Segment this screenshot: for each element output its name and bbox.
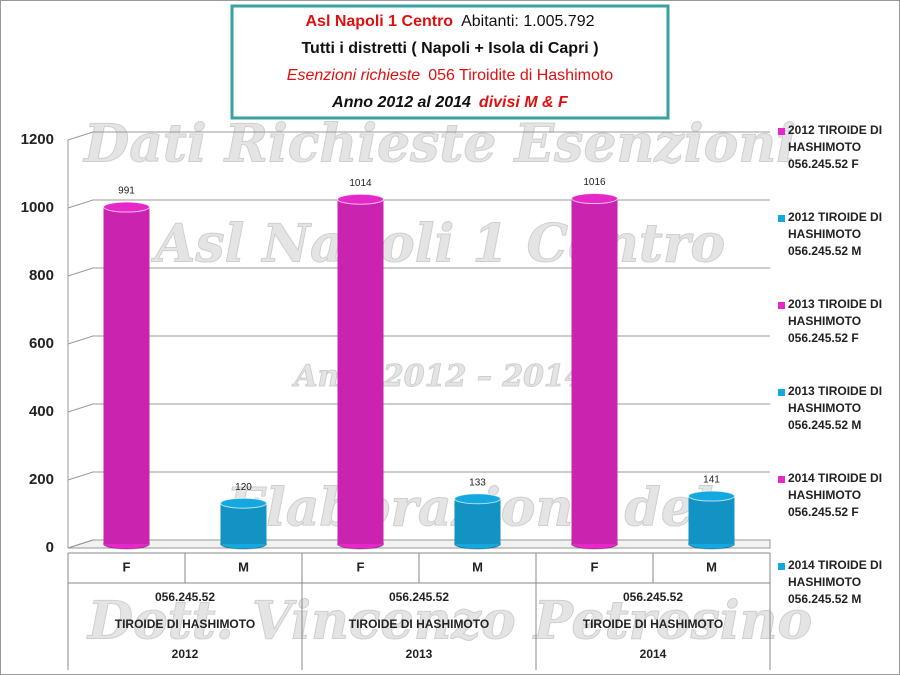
- grid-line: [67, 199, 770, 209]
- title-part: Asl Napoli 1 Centro: [305, 13, 453, 30]
- group-label: 2012: [172, 647, 199, 661]
- legend-entry: 2014 TIROIDE DI HASHIMOTO 056.245.52 F: [788, 471, 883, 519]
- legend-label: 2012 TIROIDE DI HASHIMOTO 056.245.52 F: [788, 123, 883, 171]
- watermark: Dati Richieste Esenzioni: [82, 114, 796, 175]
- bar: [220, 497, 267, 550]
- grid-line: [67, 403, 770, 413]
- data-label: 141: [703, 475, 720, 486]
- legend-entry: 2012 TIROIDE DI HASHIMOTO 056.245.52 F: [788, 123, 883, 171]
- legend-swatch: [778, 128, 785, 135]
- legend-label: 2013 TIROIDE DI HASHIMOTO 056.245.52 M: [788, 384, 883, 432]
- bar-top: [337, 193, 384, 205]
- grid-line: [67, 335, 770, 345]
- title-part: 056 Tiroidite di Hashimoto: [428, 67, 613, 84]
- legend-swatch: [778, 476, 785, 483]
- group-label: 2013: [406, 647, 433, 661]
- title-line: Asl Napoli 1 Centro Abitanti: 1.005.792: [305, 13, 594, 30]
- group-label: TIROIDE DI HASHIMOTO: [583, 617, 723, 631]
- bar-top: [688, 490, 735, 502]
- group-label: TIROIDE DI HASHIMOTO: [115, 617, 255, 631]
- watermark: Asl Napoli 1 Centro: [150, 214, 725, 275]
- x-tick-label: F: [591, 559, 599, 574]
- title-part: Abitanti: 1.005.792: [461, 13, 595, 30]
- title-line: Anno 2012 al 2014 divisi M & F: [331, 94, 569, 111]
- group-label: 056.245.52: [389, 590, 449, 604]
- title-part: Esenzioni richieste: [287, 67, 421, 84]
- x-tick-label: M: [238, 559, 249, 574]
- watermark-group: Dati Richieste Esenzioni Asl Napoli 1 Ce…: [82, 113, 813, 652]
- title-box: [230, 4, 670, 120]
- legend-swatch: [778, 389, 785, 396]
- x-tick-label: F: [357, 559, 365, 574]
- y-tick-label: 400: [29, 403, 54, 420]
- legend-label: 2014 TIROIDE DI HASHIMOTO 056.245.52 F: [788, 471, 883, 519]
- x-tick-label: M: [472, 559, 483, 574]
- y-tick-label: 600: [29, 335, 54, 352]
- bar: [103, 201, 150, 550]
- legend-entry: 2013 TIROIDE DI HASHIMOTO 056.245.52 F: [788, 297, 883, 345]
- group-label: 056.245.52: [623, 590, 683, 604]
- watermark: Dott. Vincenzo Petrosino: [86, 591, 812, 652]
- data-label: 991: [118, 186, 135, 197]
- grid-line: [67, 131, 770, 141]
- data-label: 133: [469, 477, 486, 488]
- bar-shade: [571, 198, 618, 544]
- group-label: 2014: [640, 647, 667, 661]
- y-tick-label: 800: [29, 267, 54, 284]
- legend-entry: 2013 TIROIDE DI HASHIMOTO 056.245.52 M: [788, 384, 883, 432]
- y-tick-label: 1200: [21, 131, 54, 148]
- legend-label: 2012 TIROIDE DI HASHIMOTO 056.245.52 M: [788, 210, 883, 258]
- title-line: Esenzioni richieste 056 Tiroidite di Hash…: [287, 67, 613, 84]
- grid-line: [67, 471, 770, 481]
- watermark: Anni 2012 – 2014: [291, 359, 586, 394]
- data-label: 120: [235, 482, 252, 493]
- y-tick-label: 200: [29, 471, 54, 488]
- legend-swatch: [778, 563, 785, 570]
- bar-shade: [337, 199, 384, 545]
- y-tick-label: 1000: [21, 199, 54, 216]
- bar-shade: [688, 496, 735, 544]
- bar-shade: [220, 503, 267, 544]
- bar: [454, 493, 501, 550]
- floor: [67, 539, 771, 549]
- bar-top: [571, 193, 618, 205]
- bar: [571, 193, 618, 550]
- data-label: 1014: [349, 178, 372, 189]
- title-part: divisi M & F: [479, 94, 569, 111]
- bar-top: [220, 497, 267, 509]
- legend-entry: 2012 TIROIDE DI HASHIMOTO 056.245.52 M: [788, 210, 883, 258]
- title-line: Tutti i distretti ( Napoli + Isola di Ca…: [301, 40, 598, 57]
- legend-entry: 2014 TIROIDE DI HASHIMOTO 056.245.52 M: [788, 558, 883, 606]
- group-label: 056.245.52: [155, 590, 215, 604]
- legend-swatch: [778, 302, 785, 309]
- group-label: TIROIDE DI HASHIMOTO: [349, 617, 489, 631]
- data-label: 1016: [583, 177, 606, 188]
- grid-line: [67, 539, 770, 549]
- x-tick-label: M: [706, 559, 717, 574]
- grid-line: [67, 267, 770, 277]
- bar-shade: [454, 498, 501, 544]
- bar-top: [103, 201, 150, 213]
- bar: [337, 193, 384, 550]
- plot: 0 200 400 600 800 1000 1200 991 120 1014 133 1016 14…: [21, 123, 883, 670]
- legend-label: 2014 TIROIDE DI HASHIMOTO 056.245.52 M: [788, 558, 883, 606]
- bar: [688, 490, 735, 550]
- legend-label: 2013 TIROIDE DI HASHIMOTO 056.245.52 F: [788, 297, 883, 345]
- x-tick-label: F: [123, 559, 131, 574]
- legend-swatch: [778, 215, 785, 222]
- y-tick-label: 0: [46, 539, 54, 556]
- title-part: Anno 2012 al 2014: [331, 94, 471, 111]
- bar-top: [454, 493, 501, 505]
- bar-shade: [103, 207, 150, 544]
